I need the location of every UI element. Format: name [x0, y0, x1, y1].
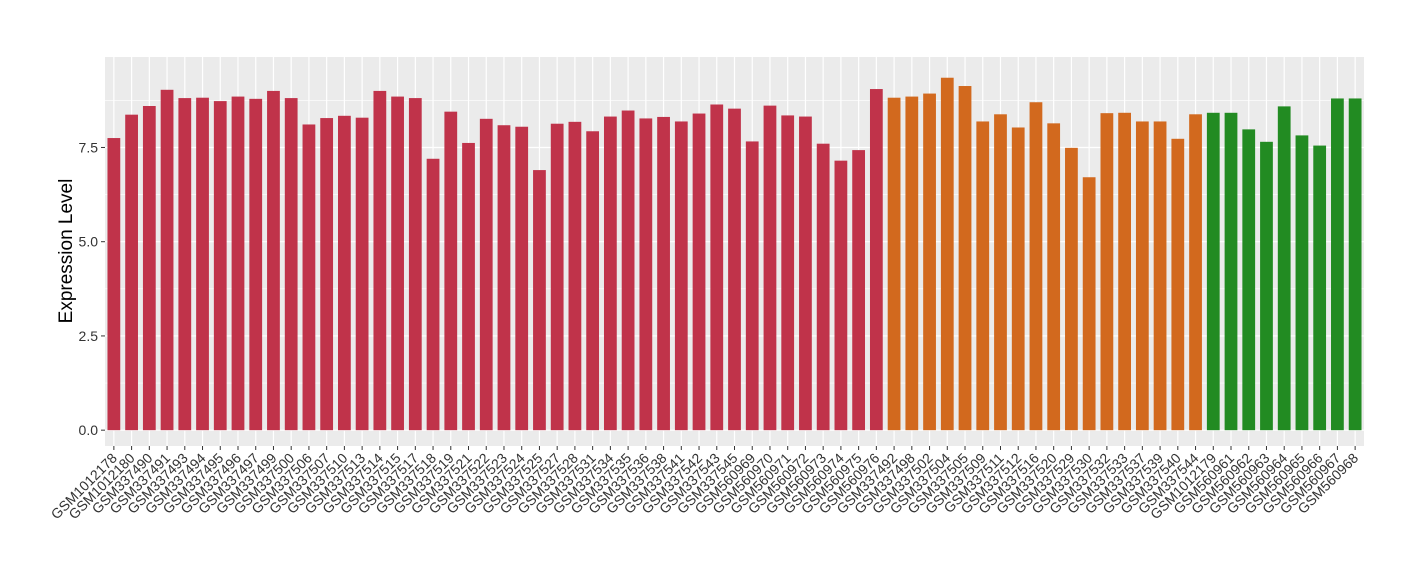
y-tick-label: 7.5	[79, 139, 99, 155]
bar-GSM337512	[1011, 127, 1025, 431]
bar-GSM337493	[178, 98, 192, 431]
bar-GSM337533	[1118, 112, 1131, 431]
bar-GSM337500	[284, 98, 298, 431]
bar-GSM1012178	[107, 138, 121, 431]
bar-GSM560973	[816, 143, 830, 431]
bar-GSM337535	[621, 110, 635, 431]
bar-GSM337537	[1135, 121, 1149, 431]
y-tick-label: 0.0	[79, 422, 99, 438]
bar-GSM337515	[391, 96, 404, 431]
bar-GSM337504	[940, 77, 954, 431]
bar-GSM337522	[479, 118, 493, 431]
bar-GSM337527	[550, 123, 564, 431]
x-axis: GSM1012178GSM1012180GSM337490GSM337491GS…	[48, 446, 1361, 522]
bar-GSM337531	[586, 131, 600, 431]
bar-GSM337525	[533, 170, 546, 431]
bar-GSM337528	[568, 121, 582, 431]
bar-GSM560969	[745, 141, 759, 431]
bar-GSM337498	[905, 96, 919, 431]
bar-GSM337505	[958, 86, 972, 431]
bar-GSM337491	[160, 89, 174, 431]
bar-GSM560974	[834, 160, 848, 431]
bar-GSM337490	[142, 106, 156, 431]
bar-GSM337544	[1189, 114, 1202, 431]
bar-GSM337523	[497, 125, 511, 431]
bar-GSM337494	[196, 97, 209, 431]
bar-GSM337538	[657, 116, 670, 431]
bar-GSM337502	[923, 93, 936, 431]
bar-GSM1012180	[125, 114, 138, 431]
bar-GSM337516	[1029, 102, 1043, 431]
y-tick-label: 2.5	[79, 328, 99, 344]
bar-GSM560964	[1277, 106, 1291, 431]
y-axis-title: Expression Level	[56, 179, 77, 324]
bar-GSM337499	[267, 90, 280, 431]
bar-GSM337543	[710, 104, 724, 431]
bar-GSM337514	[373, 90, 387, 431]
bar-GSM560966	[1313, 145, 1327, 431]
bar-GSM337519	[444, 111, 458, 431]
y-tick-label: 5.0	[79, 234, 99, 250]
bar-GSM337534	[603, 116, 617, 431]
bar-GSM560975	[852, 150, 866, 431]
bar-GSM337506	[302, 124, 316, 431]
bar-GSM337495	[213, 101, 227, 431]
bar-GSM560961	[1224, 112, 1238, 431]
bar-GSM560967	[1331, 98, 1344, 431]
bar-GSM560970	[763, 105, 777, 431]
bar-GSM337520	[1047, 123, 1061, 431]
bars	[107, 77, 1362, 431]
bar-GSM337540	[1171, 138, 1185, 431]
bar-GSM337513	[355, 117, 369, 431]
bar-GSM337524	[515, 126, 529, 431]
y-axis: 0.0 2.5 5.0 7.5	[79, 139, 105, 438]
bar-GSM337509	[976, 121, 990, 431]
bar-GSM560962	[1242, 129, 1256, 431]
bar-GSM337541	[674, 121, 688, 431]
bar-GSM337521	[462, 142, 475, 431]
bar-GSM337539	[1153, 121, 1167, 431]
bar-GSM560968	[1348, 98, 1362, 431]
bar-GSM337530	[1082, 177, 1096, 431]
bar-GSM337507	[320, 118, 334, 431]
bar-GSM560963	[1260, 141, 1273, 431]
bar-GSM560976	[869, 89, 883, 431]
bar-GSM337545	[728, 108, 741, 431]
bar-GSM337511	[994, 114, 1007, 431]
bar-GSM337510	[338, 115, 351, 431]
bar-GSM1012179	[1206, 112, 1220, 431]
bar-GSM337536	[639, 118, 653, 431]
bar-GSM560971	[781, 115, 795, 431]
bar-GSM560972	[799, 116, 812, 431]
bar-GSM337532	[1100, 113, 1114, 431]
bar-GSM337542	[692, 113, 706, 431]
bar-GSM337496	[231, 96, 245, 431]
bar-GSM560965	[1295, 135, 1309, 431]
bar-GSM337529	[1065, 147, 1078, 431]
bar-GSM337517	[408, 98, 422, 431]
bar-GSM337492	[887, 97, 901, 431]
bar-GSM337497	[249, 98, 263, 431]
bar-GSM337518	[426, 158, 440, 431]
